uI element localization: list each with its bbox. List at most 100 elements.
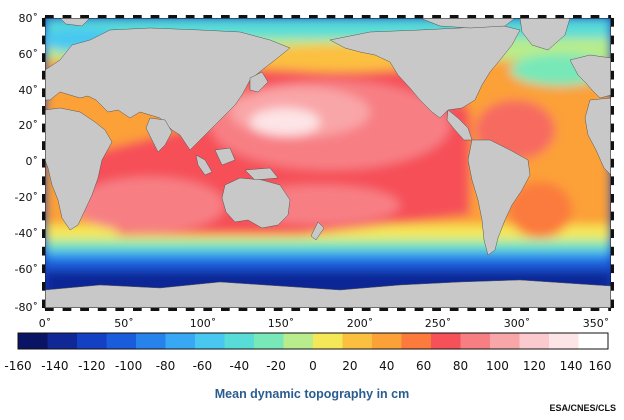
frame-dash	[611, 114, 614, 124]
lat-tick-label: -60˚	[15, 263, 38, 276]
frame-dash	[537, 15, 547, 18]
frame-dash	[344, 15, 353, 18]
colorbar-swatch	[342, 333, 373, 349]
frame-dash	[379, 15, 389, 18]
frame-dash	[611, 18, 614, 27]
new-guinea-land	[244, 167, 279, 181]
frame-dash	[212, 15, 221, 18]
frame-dash	[423, 15, 433, 18]
frame-dash	[177, 15, 186, 18]
frame-dash	[71, 15, 81, 18]
frame-dash	[432, 308, 441, 311]
frame-dash	[611, 185, 614, 194]
frame-dash	[42, 97, 45, 106]
colorbar-tick-label: 120	[523, 359, 546, 373]
colorbar-tick-label: 140	[560, 359, 583, 373]
frame-dash	[581, 308, 591, 311]
borneo-land	[214, 147, 236, 166]
colorbar-frame	[17, 332, 609, 350]
sumatra-land	[195, 154, 213, 176]
frame-dash	[353, 308, 362, 311]
image-credit: ESA/CNES/CLS	[549, 403, 616, 413]
frame-dash	[141, 308, 151, 311]
frame-dash	[326, 308, 336, 311]
colorbar-tick-label: 60	[416, 359, 431, 373]
colorbar-tick-label: 0	[309, 359, 317, 373]
frame-dash	[611, 26, 614, 36]
frame-dash	[53, 15, 63, 18]
lat-tick-label: -80˚	[15, 301, 38, 314]
frame-dash	[449, 308, 459, 311]
colorbar-tick-label: 40	[379, 359, 394, 373]
frame-dash	[520, 15, 529, 18]
frame-dash	[493, 308, 503, 311]
frame-dash	[42, 150, 45, 159]
frame-dash	[405, 308, 415, 311]
frame-dash	[344, 308, 353, 311]
frame-dash	[546, 15, 556, 18]
colorbar-tick-label: -100	[115, 359, 142, 373]
frame-dash	[150, 308, 160, 311]
colorbar-swatch	[254, 333, 284, 349]
frame-dash	[611, 220, 614, 230]
frame-dash	[608, 308, 611, 311]
lon-tick-label: 200˚	[347, 317, 374, 330]
lon-tick-label: 50˚	[114, 317, 134, 330]
frame-dash	[45, 308, 54, 311]
lon-tick-label: 100˚	[190, 317, 217, 330]
frame-dash	[485, 15, 494, 18]
colorbar-swatch	[372, 333, 402, 349]
colorbar-tick-label: -120	[78, 359, 105, 373]
colorbar-swatch	[431, 333, 461, 349]
colorbar-swatch	[313, 333, 343, 349]
svalbard-land	[59, 18, 91, 27]
frame-dash	[42, 282, 45, 291]
frame-dash	[42, 167, 45, 177]
frame-dash	[529, 15, 538, 18]
frame-dash	[590, 308, 600, 311]
frame-dash	[42, 141, 45, 150]
frame-dash	[133, 308, 142, 311]
frame-dash	[256, 308, 265, 311]
frame-dash	[529, 308, 538, 311]
frame-dash	[177, 308, 186, 311]
frame-dash	[168, 308, 177, 311]
frame-dash	[168, 15, 177, 18]
map-caption: Mean dynamic topography in cm	[214, 387, 410, 401]
frame-dash	[42, 114, 45, 124]
frame-dash	[42, 158, 45, 168]
frame-dash	[247, 15, 257, 18]
colorbar-tick-label: -80	[156, 359, 176, 373]
frame-dash	[611, 150, 614, 159]
frame-dash	[282, 308, 292, 311]
frame-dash	[573, 15, 582, 18]
colorbar-tick-label: -20	[266, 359, 286, 373]
lon-tick-label: 300˚	[504, 317, 531, 330]
frame-dash	[42, 185, 45, 194]
colorbar-swatch	[136, 333, 166, 349]
colorbar	[18, 333, 609, 349]
frame-dash	[599, 308, 609, 311]
frame-dash	[238, 308, 248, 311]
frame-dash	[229, 308, 239, 311]
frame-dash	[397, 308, 406, 311]
lat-tick-label: 20˚	[19, 119, 39, 132]
lon-tick-label: 250˚	[425, 317, 452, 330]
frame-dash	[42, 255, 45, 265]
frame-dash	[611, 132, 614, 142]
frame-dash	[611, 123, 614, 133]
frame-dash	[194, 308, 204, 311]
lat-tick-label: 0˚	[26, 155, 39, 168]
frame-dash	[611, 211, 614, 221]
colorbar-labels: -160 -140 -120 -100 -80 -60 -40 -20 0 20…	[4, 359, 611, 373]
frame-dashes	[42, 15, 614, 311]
frame-dash	[414, 308, 424, 311]
frame-dash	[493, 15, 503, 18]
frame-dash	[42, 202, 45, 212]
frame-dash	[42, 123, 45, 133]
frame-dash	[229, 15, 239, 18]
frame-dash	[42, 246, 45, 256]
frame-dash	[115, 308, 125, 311]
africa-land-west	[584, 97, 611, 176]
frame-dash	[273, 308, 283, 311]
